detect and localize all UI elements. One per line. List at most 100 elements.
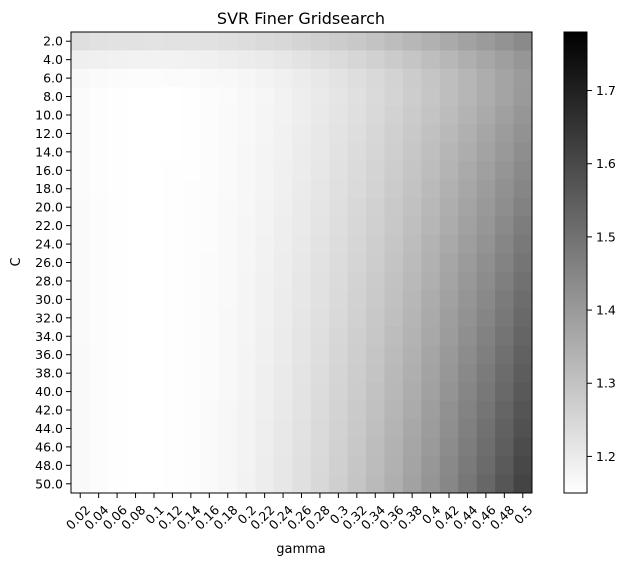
heatmap-cell: [310, 179, 330, 199]
heatmap-cell: [402, 50, 422, 70]
heatmap-cell: [384, 105, 404, 125]
heatmap-cell: [200, 216, 220, 236]
heatmap-cell: [421, 271, 441, 291]
heatmap-cell: [384, 197, 404, 217]
y-tick-label: 14.0: [35, 144, 63, 159]
heatmap-cell: [255, 179, 275, 199]
heatmap-cell: [292, 50, 312, 70]
heatmap-cell: [181, 87, 201, 107]
heatmap-cell: [329, 32, 349, 51]
heatmap-cell: [181, 197, 201, 217]
heatmap-cell: [107, 253, 127, 273]
heatmap-cell: [347, 234, 367, 254]
heatmap-cell: [200, 456, 220, 476]
heatmap-cell: [347, 161, 367, 181]
heatmap-cell: [402, 382, 422, 402]
heatmap-cell: [384, 253, 404, 273]
heatmap-cell: [255, 68, 275, 88]
heatmap-cell: [329, 197, 349, 217]
heatmap-cell: [347, 105, 367, 125]
x-axis-ticks: 0.020.040.060.080.10.120.140.160.180.20.…: [63, 493, 536, 533]
heatmap-cell: [476, 179, 496, 199]
heatmap-cell: [513, 308, 533, 328]
heatmap-cell: [439, 327, 459, 346]
heatmap-cell: [384, 400, 404, 420]
heatmap-cell: [495, 437, 515, 457]
heatmap-cell: [347, 68, 367, 88]
heatmap-cell: [126, 290, 146, 310]
heatmap-cell: [89, 87, 109, 107]
heatmap-cell: [458, 234, 478, 254]
heatmap-cell: [384, 456, 404, 476]
heatmap-cell: [71, 437, 90, 457]
heatmap-cell: [126, 345, 146, 365]
heatmap-cell: [273, 400, 293, 420]
heatmap-cell: [163, 456, 183, 476]
heatmap-cell: [476, 437, 496, 457]
heatmap-cell: [476, 68, 496, 88]
heatmap-cell: [366, 271, 385, 291]
heatmap-cell: [200, 290, 220, 310]
heatmap-cell: [384, 437, 404, 457]
heatmap-cell: [329, 327, 349, 346]
heatmap-cell: [421, 197, 441, 217]
heatmap-cell: [292, 32, 312, 51]
heatmap-cell: [273, 161, 293, 181]
heatmap-cell: [163, 32, 183, 51]
y-tick-label: 32.0: [35, 310, 63, 325]
heatmap-cell: [495, 345, 515, 365]
heatmap-cell: [236, 290, 256, 310]
heatmap-cell: [163, 161, 183, 181]
heatmap-cell: [181, 234, 201, 254]
heatmap-cell: [89, 308, 109, 328]
heatmap-cell: [200, 382, 220, 402]
heatmap-cell: [329, 87, 349, 107]
colorbar-tick-label: 1.2: [596, 449, 616, 464]
heatmap-cell: [513, 345, 533, 365]
heatmap-cell: [421, 234, 441, 254]
heatmap-cell: [144, 345, 164, 365]
heatmap-cell: [513, 142, 533, 162]
heatmap-cell: [439, 474, 459, 494]
heatmap-cell: [107, 197, 127, 217]
heatmap-cell: [458, 87, 478, 107]
heatmap-cell: [495, 400, 515, 420]
heatmap-cell: [292, 382, 312, 402]
heatmap-cell: [439, 179, 459, 199]
heatmap-cell: [218, 456, 238, 476]
heatmap-cell: [310, 419, 330, 439]
heatmap-cell: [513, 197, 533, 217]
heatmap-cell: [458, 271, 478, 291]
heatmap-cell: [236, 216, 256, 236]
heatmap-cell: [329, 142, 349, 162]
heatmap-cell: [163, 474, 183, 494]
heatmap-cell: [458, 124, 478, 144]
heatmap-cell: [384, 32, 404, 51]
heatmap-cell: [458, 437, 478, 457]
heatmap-cell: [181, 363, 201, 383]
heatmap-cell: [402, 216, 422, 236]
heatmap-cell: [384, 382, 404, 402]
heatmap-cell: [384, 234, 404, 254]
heatmap-cell: [402, 474, 422, 494]
heatmap-cell: [310, 50, 330, 70]
heatmap-cell: [71, 419, 90, 439]
heatmap-cell: [366, 327, 385, 346]
heatmap-cell: [495, 197, 515, 217]
heatmap-cell: [218, 253, 238, 273]
heatmap-cell: [71, 345, 90, 365]
heatmap-cell: [310, 161, 330, 181]
heatmap-cell: [366, 142, 385, 162]
heatmap-cell: [292, 87, 312, 107]
heatmap-cell: [236, 197, 256, 217]
heatmap-cell: [366, 124, 385, 144]
heatmap-cell: [89, 400, 109, 420]
heatmap-cell: [402, 105, 422, 125]
heatmap-cell: [366, 161, 385, 181]
heatmap-cell: [144, 327, 164, 346]
colorbar-ticks: 1.2 1.3 1.4 1.5 1.6 1.7: [587, 83, 616, 464]
heatmap-cell: [107, 400, 127, 420]
heatmap-cell: [366, 105, 385, 125]
heatmap-cell: [255, 456, 275, 476]
heatmap-cell: [126, 363, 146, 383]
